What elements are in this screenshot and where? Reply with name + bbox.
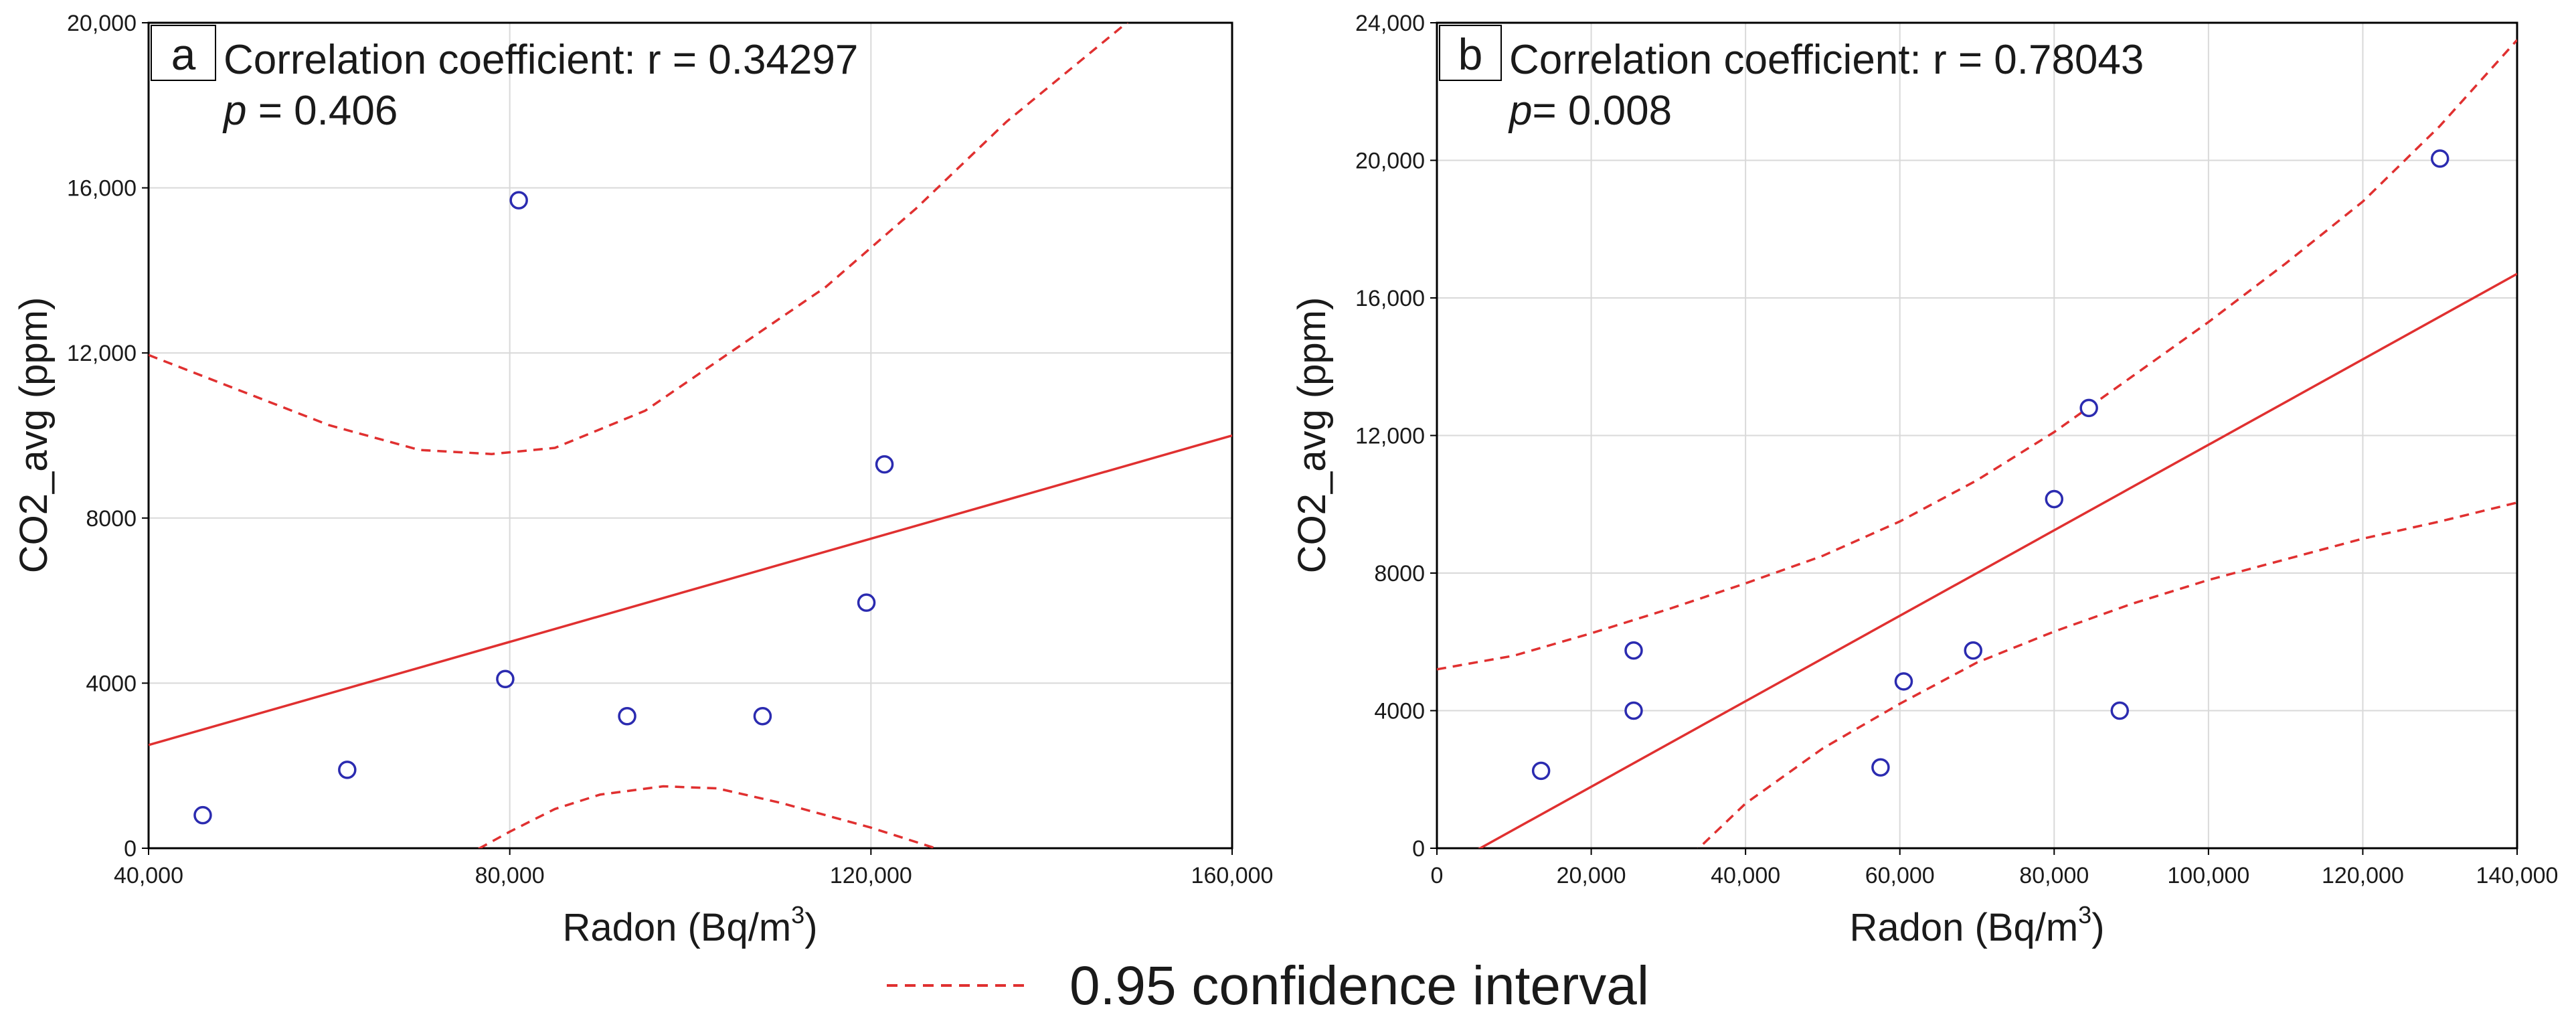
data-point bbox=[2430, 149, 2450, 168]
x-axis-title-b: Radon (Bq/m3) bbox=[1849, 901, 2104, 949]
x-tick-label: 140,000 bbox=[2476, 863, 2559, 888]
y-tick-label: 4000 bbox=[86, 671, 137, 696]
y-axis-title-a: CO2_avg (ppm) bbox=[12, 297, 56, 574]
panel-letter-b: b bbox=[1458, 29, 1483, 79]
fit-line bbox=[1478, 272, 2517, 848]
x-tick-label: 80,000 bbox=[475, 863, 545, 888]
data-point bbox=[2079, 398, 2098, 418]
y-tick-label: 20,000 bbox=[67, 11, 137, 36]
confidence-band-a bbox=[149, 23, 1129, 848]
x-axis-title-close-b: ) bbox=[2091, 906, 2104, 949]
y-ticks-b: 0 4000 8000 12,000 16,000 20,000 24,000 bbox=[1355, 11, 1437, 862]
ci-lower-line bbox=[477, 785, 940, 848]
y-tick-label: 16,000 bbox=[1355, 286, 1425, 311]
p-symbol-b: p bbox=[1508, 88, 1532, 134]
x-ticks-b: 0 20,000 40,000 60,000 80,000 100,000 120,000 1… bbox=[1431, 848, 2559, 888]
p-value-text-a: = 0.406 bbox=[246, 88, 398, 134]
x-tick-label: 0 bbox=[1431, 863, 1444, 888]
panel-letter-box-b bbox=[1439, 25, 1502, 81]
ci-upper-line bbox=[1437, 39, 2517, 671]
data-point bbox=[509, 191, 528, 210]
x-tick-label: 100,000 bbox=[2167, 863, 2249, 888]
p-symbol-a: p bbox=[222, 88, 246, 134]
data-point bbox=[857, 593, 876, 612]
data-point bbox=[1624, 641, 1643, 660]
p-value-text-b: = 0.008 bbox=[1532, 88, 1672, 134]
y-tick-label: 0 bbox=[1412, 836, 1425, 862]
y-tick-label: 16,000 bbox=[67, 176, 137, 202]
y-tick-label: 0 bbox=[124, 836, 137, 862]
y-tick-label: 12,000 bbox=[67, 341, 137, 366]
x-tick-label: 120,000 bbox=[830, 863, 912, 888]
data-point bbox=[1871, 758, 1890, 777]
panel-letter-a: a bbox=[171, 29, 196, 79]
panel-a: 0 4000 8000 12,000 16,000 20,000 40,000 80,000… bbox=[12, 11, 1273, 949]
fit-line bbox=[149, 434, 1232, 746]
y-tick-label: 8000 bbox=[1374, 561, 1425, 586]
data-point bbox=[1624, 701, 1643, 720]
p-value-a: p = 0.406 bbox=[222, 88, 398, 134]
y-tick-label: 24,000 bbox=[1355, 11, 1425, 36]
data-point bbox=[618, 706, 636, 726]
x-axis-title-sup-a: 3 bbox=[791, 901, 804, 929]
data-point bbox=[1894, 672, 1913, 691]
x-tick-label: 120,000 bbox=[2322, 863, 2404, 888]
correlation-text-b: Correlation coefficient: r = 0.78043 bbox=[1509, 37, 2144, 83]
legend-label: 0.95 confidence interval bbox=[1069, 955, 1649, 1016]
x-axis-title-close-a: ) bbox=[804, 906, 817, 949]
x-axis-title-sup-b: 3 bbox=[2078, 901, 2091, 929]
y-tick-label: 12,000 bbox=[1355, 424, 1425, 449]
fit-line-group-a bbox=[149, 434, 1232, 746]
x-tick-label: 160,000 bbox=[1191, 863, 1274, 888]
data-point bbox=[753, 706, 772, 726]
grid-a bbox=[149, 23, 1232, 848]
data-point bbox=[496, 669, 515, 688]
confidence-band-b bbox=[1437, 39, 2517, 848]
x-axis-title-main-b: Radon (Bq/m bbox=[1849, 906, 2078, 949]
data-point bbox=[875, 455, 894, 474]
ci-upper-line bbox=[149, 23, 1129, 455]
y-tick-label: 4000 bbox=[1374, 699, 1425, 724]
plot-frame-a bbox=[147, 21, 1233, 850]
y-ticks-a: 0 4000 8000 12,000 16,000 20,000 bbox=[67, 11, 149, 862]
points-a bbox=[193, 191, 894, 825]
x-ticks-a: 40,000 80,000 120,000 160,000 bbox=[114, 848, 1273, 888]
data-point bbox=[193, 805, 212, 825]
data-point bbox=[338, 761, 357, 779]
y-tick-label: 8000 bbox=[86, 506, 137, 532]
data-point bbox=[2110, 701, 2130, 720]
ci-lower-line bbox=[1697, 501, 2517, 848]
panel-letter-box-a bbox=[151, 25, 216, 81]
data-point bbox=[2045, 489, 2064, 509]
x-tick-label: 40,000 bbox=[114, 863, 183, 888]
fit-line-group-b bbox=[1478, 272, 2517, 848]
x-tick-label: 20,000 bbox=[1557, 863, 1626, 888]
data-point bbox=[1531, 761, 1551, 781]
grid-b bbox=[1437, 23, 2517, 848]
points-b bbox=[1531, 149, 2450, 781]
panel-b: 0 4000 8000 12,000 16,000 20,000 24,000 0 20,00… bbox=[1290, 11, 2558, 949]
x-tick-label: 60,000 bbox=[1865, 863, 1935, 888]
x-axis-title-a: Radon (Bq/m3) bbox=[562, 901, 817, 949]
legend: 0.95 confidence interval bbox=[887, 955, 1649, 1016]
data-point bbox=[1964, 641, 1982, 660]
y-axis-title-b: CO2_avg (ppm) bbox=[1290, 297, 1334, 574]
x-axis-title-main-a: Radon (Bq/m bbox=[562, 906, 791, 949]
y-tick-label: 20,000 bbox=[1355, 149, 1425, 174]
p-value-b: p= 0.008 bbox=[1508, 88, 1672, 134]
x-tick-label: 80,000 bbox=[2019, 863, 2089, 888]
correlation-text-a: Correlation coefficient: r = 0.34297 bbox=[224, 37, 858, 83]
x-tick-label: 40,000 bbox=[1711, 863, 1780, 888]
